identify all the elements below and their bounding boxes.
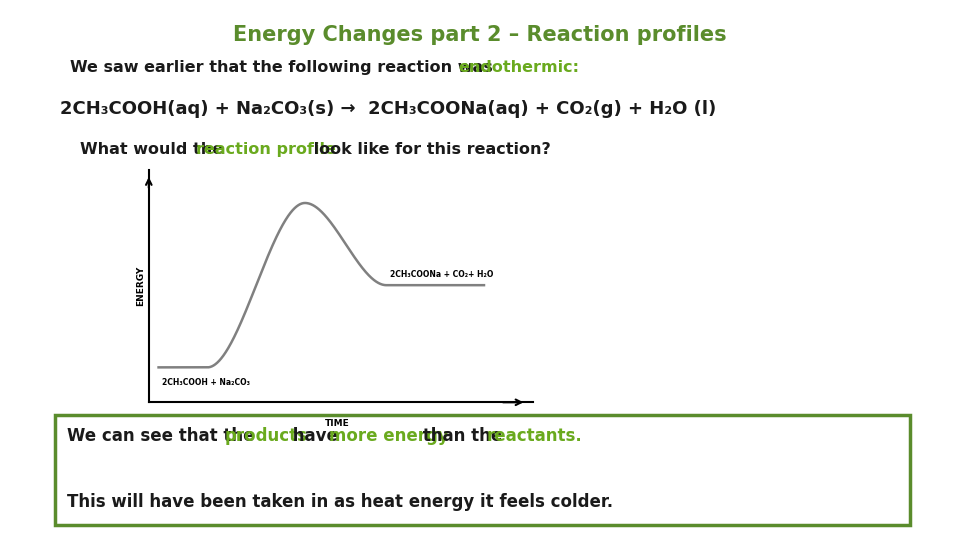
Text: Energy Changes part 2 – Reaction profiles: Energy Changes part 2 – Reaction profile… (233, 25, 727, 45)
Text: We saw earlier that the following reaction was: We saw earlier that the following reacti… (70, 60, 498, 75)
Text: reactants.: reactants. (487, 427, 583, 445)
Text: TIME: TIME (325, 418, 350, 428)
Text: endothermic:: endothermic: (458, 60, 579, 75)
Text: more energy: more energy (329, 427, 448, 445)
Text: than the: than the (417, 427, 508, 445)
Text: products: products (225, 427, 308, 445)
Text: What would the: What would the (80, 142, 228, 157)
Y-axis label: ENERGY: ENERGY (135, 266, 145, 306)
Text: look like for this reaction?: look like for this reaction? (308, 142, 551, 157)
Text: 2CH₃COOH + Na₂CO₃: 2CH₃COOH + Na₂CO₃ (162, 377, 250, 387)
Text: This will have been taken in as heat energy it feels colder.: This will have been taken in as heat ene… (67, 493, 613, 511)
Text: 2CH₃COONa + CO₂+ H₂O: 2CH₃COONa + CO₂+ H₂O (390, 270, 493, 279)
Text: reaction profile: reaction profile (196, 142, 336, 157)
Text: 2CH₃COOH(aq) + Na₂CO₃(s) →  2CH₃COONa(aq) + CO₂(g) + H₂O (l): 2CH₃COOH(aq) + Na₂CO₃(s) → 2CH₃COONa(aq)… (60, 100, 716, 118)
Text: We can see that the: We can see that the (67, 427, 260, 445)
Bar (55, 415, 910, 525)
Text: have: have (287, 427, 344, 445)
